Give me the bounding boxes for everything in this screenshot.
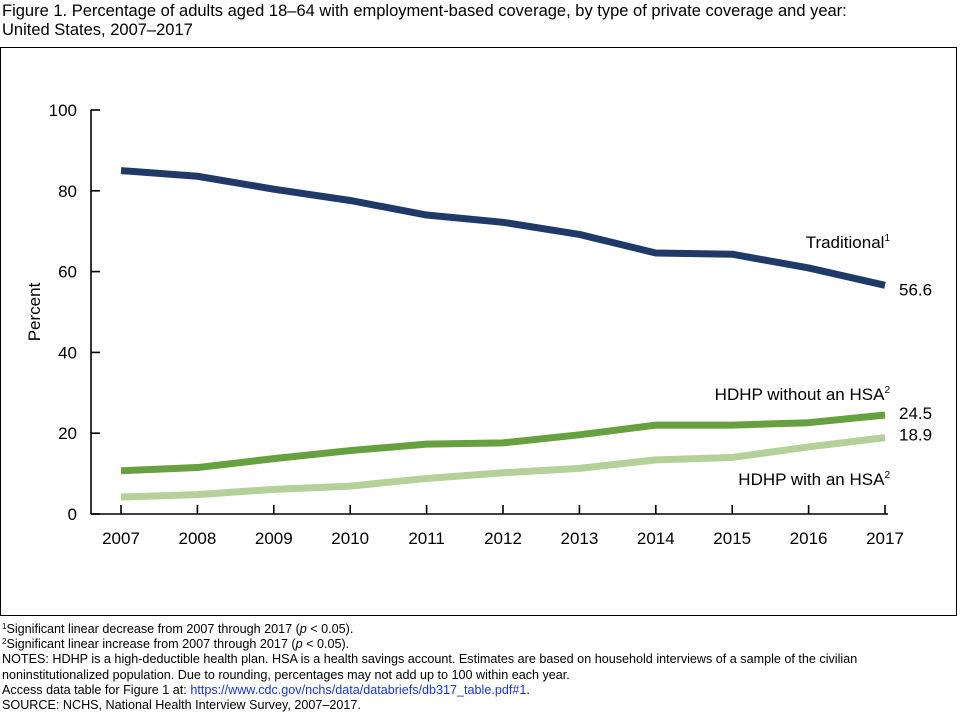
x-tick-label-2011: 2011 xyxy=(408,529,445,548)
x-tick-label-2017: 2017 xyxy=(866,529,904,548)
y-tick-label-60: 60 xyxy=(58,263,77,282)
end-value-label-hdhp-with-an-hsa: 18.9 xyxy=(899,426,932,445)
data-table-link[interactable]: https://www.cdc.gov/nchs/data/databriefs… xyxy=(190,682,527,697)
footnote-2-p: p xyxy=(295,637,303,652)
footnote-1-text-b: < 0.05). xyxy=(306,622,354,636)
notes-text: NOTES: HDHP is a high-deductible health … xyxy=(2,652,858,682)
footnote-2: 2Significant linear increase from 2007 t… xyxy=(2,637,957,652)
x-tick-label-2007: 2007 xyxy=(102,529,140,548)
footnote-1-p: p xyxy=(299,622,307,636)
x-tick-label-2009: 2009 xyxy=(255,529,293,548)
series-label-hdhp-without-an-hsa: HDHP without an HSA2 xyxy=(715,385,891,404)
y-axis-label: Percent xyxy=(25,282,44,341)
chart-frame: 0 20 40 60 80 100 2007 2008 2009 2010 2011 2012 2013… xyxy=(0,47,957,616)
end-value-label-hdhp-without-an-hsa: 24.5 xyxy=(899,404,932,423)
x-tick-label-2010: 2010 xyxy=(331,529,369,548)
series-line-hdhp-without-an-hsa xyxy=(120,411,886,475)
source-text: SOURCE: NCHS, National Health Interview … xyxy=(2,698,361,713)
series-label-hdhp-with-an-hsa: HDHP with an HSA2 xyxy=(738,470,890,489)
x-tick-label-2015: 2015 xyxy=(713,529,751,548)
x-tick-label-2013: 2013 xyxy=(560,529,598,548)
footnote-1-marker: 1 xyxy=(2,622,7,631)
footnote-1: 1Significant linear decrease from 2007 t… xyxy=(2,622,957,637)
series-label-traditional: Traditional1 xyxy=(806,233,891,252)
y-tick-label-40: 40 xyxy=(58,343,77,362)
footnote-2-text-b: < 0.05). xyxy=(302,637,350,652)
figure-notes: 1Significant linear decrease from 2007 t… xyxy=(2,622,957,713)
series-line-hdhp-with-an-hsa xyxy=(120,434,886,501)
access-data: Access data table for Figure 1 at: https… xyxy=(2,683,957,698)
x-tick-label-2012: 2012 xyxy=(484,529,522,548)
x-tick-label-2008: 2008 xyxy=(178,529,216,548)
y-tick-label-80: 80 xyxy=(58,182,77,201)
footnote-2-text-a: Significant linear increase from 2007 th… xyxy=(6,637,296,652)
figure-title: Figure 1. Percentage of adults aged 18–6… xyxy=(2,2,952,40)
access-suffix: . xyxy=(526,682,530,697)
x-tick-label-2016: 2016 xyxy=(790,529,828,548)
y-tick-label-20: 20 xyxy=(58,424,77,443)
figure-title-line-1: Figure 1. Percentage of adults aged 18–6… xyxy=(2,2,847,20)
access-prefix: Access data table for Figure 1 at: xyxy=(2,682,191,697)
series-line-traditional xyxy=(120,167,886,289)
y-tick-label-100: 100 xyxy=(49,101,77,120)
footnote-1-text-a: Significant linear decrease from 2007 th… xyxy=(6,622,300,636)
end-value-label-traditional: 56.6 xyxy=(899,280,932,299)
y-tick-label-0: 0 xyxy=(68,505,77,524)
x-tick-label-2014: 2014 xyxy=(637,529,675,548)
footnote-2-marker: 2 xyxy=(2,637,7,647)
line-chart: 0 20 40 60 80 100 2007 2008 2009 2010 2011 2012 2013… xyxy=(25,101,932,548)
figure-title-line-2: United States, 2007–2017 xyxy=(2,21,193,39)
